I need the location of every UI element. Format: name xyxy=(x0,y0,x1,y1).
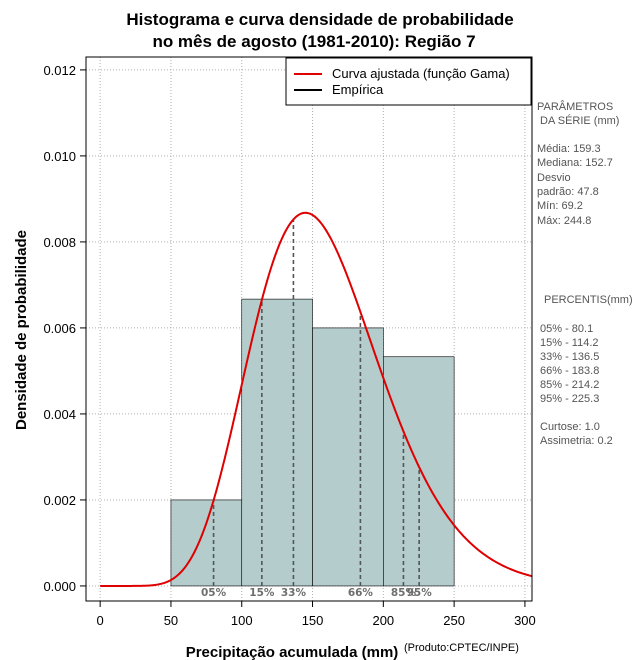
stat-median: Mediana: 152.7 xyxy=(537,157,613,169)
legend-label-empirical: Empírica xyxy=(332,82,384,97)
y-tick-label: 0.004 xyxy=(43,407,76,422)
y-axis: 0.000 0.002 0.004 0.006 0.008 0.010 0.012 xyxy=(43,63,86,594)
series-parameters: PARÂMETROS DA SÉRIE (mm) Média: 159.3 Me… xyxy=(537,100,619,227)
product-credit: (Produto:CPTEC/INPE) xyxy=(404,642,519,654)
stat-mean: Média: 159.3 xyxy=(537,143,601,155)
x-tick-label: 50 xyxy=(164,613,178,628)
plot-frame xyxy=(85,56,533,602)
percentile-labels: 05% 15% 33% 66% 85%95% xyxy=(201,587,432,599)
legend-box xyxy=(285,57,532,106)
legend-label-curve: Curva ajustada (função Gama) xyxy=(332,66,510,81)
stat-stdev-label: Desvio xyxy=(537,172,571,184)
percentile-label-15: 15% xyxy=(249,587,275,599)
percentil-15: 15% - 114.2 xyxy=(540,337,599,349)
x-tick-label: 0 xyxy=(97,613,104,628)
y-tick-label: 0.000 xyxy=(43,579,76,594)
x-tick-label: 200 xyxy=(372,613,394,628)
stat-min: Mín: 69.2 xyxy=(537,200,583,212)
y-tick-label: 0.008 xyxy=(43,235,76,250)
chart-title-line2: no mês de agosto (1981-2010): Região 7 xyxy=(152,32,475,51)
gamma-density-curve xyxy=(100,211,533,587)
histogram-bar xyxy=(170,499,243,587)
percentile-label-85: 85% xyxy=(391,587,417,599)
x-tick-label: 100 xyxy=(231,613,253,628)
stat-kurtosis: Curtose: 1.0 xyxy=(540,421,600,433)
x-tick-label: 300 xyxy=(514,613,536,628)
percentile-lines xyxy=(212,219,420,586)
percentile-label-33: 33% xyxy=(281,587,307,599)
y-axis-label: Densidade de probabilidade xyxy=(13,230,30,430)
histogram-bar xyxy=(241,298,313,587)
percentis-title: PERCENTIS(mm) xyxy=(544,294,633,306)
percentile-label-05: 05% xyxy=(201,587,227,599)
y-tick-label: 0.006 xyxy=(43,321,76,336)
percentil-33: 33% - 136.5 xyxy=(540,351,599,363)
y-tick-label: 0.002 xyxy=(43,493,76,508)
stat-stdev: padrão: 47.8 xyxy=(537,186,599,198)
params-title-2: DA SÉRIE (mm) xyxy=(540,114,619,127)
stat-max: Máx: 244.8 xyxy=(537,215,591,227)
histogram-bar xyxy=(312,327,384,587)
x-tick-label: 150 xyxy=(302,613,324,628)
stat-skewness: Assimetria: 0.2 xyxy=(540,435,613,447)
chart-title-line1: Histograma e curva densidade de probabil… xyxy=(126,10,513,29)
percentile-table: PERCENTIS(mm) 05% - 80.1 15% - 114.2 33%… xyxy=(540,294,633,447)
x-axis: 0 50 100 150 200 250 300 xyxy=(97,601,536,628)
y-tick-label: 0.012 xyxy=(43,63,76,78)
x-axis-label: Precipitação acumulada (mm) xyxy=(186,644,399,660)
legend: Curva ajustada (função Gama) Empírica xyxy=(285,57,532,106)
percentil-66: 66% - 183.8 xyxy=(540,365,599,377)
percentile-label-66: 66% xyxy=(348,587,374,599)
percentil-05: 05% - 80.1 xyxy=(540,323,593,335)
percentil-95: 95% - 225.3 xyxy=(540,393,599,405)
percentil-85: 85% - 214.2 xyxy=(540,379,599,391)
percentile-label-95: 95% xyxy=(407,587,433,599)
x-tick-label: 250 xyxy=(443,613,465,628)
y-tick-label: 0.010 xyxy=(43,149,76,164)
params-title-1: PARÂMETROS xyxy=(537,100,613,113)
